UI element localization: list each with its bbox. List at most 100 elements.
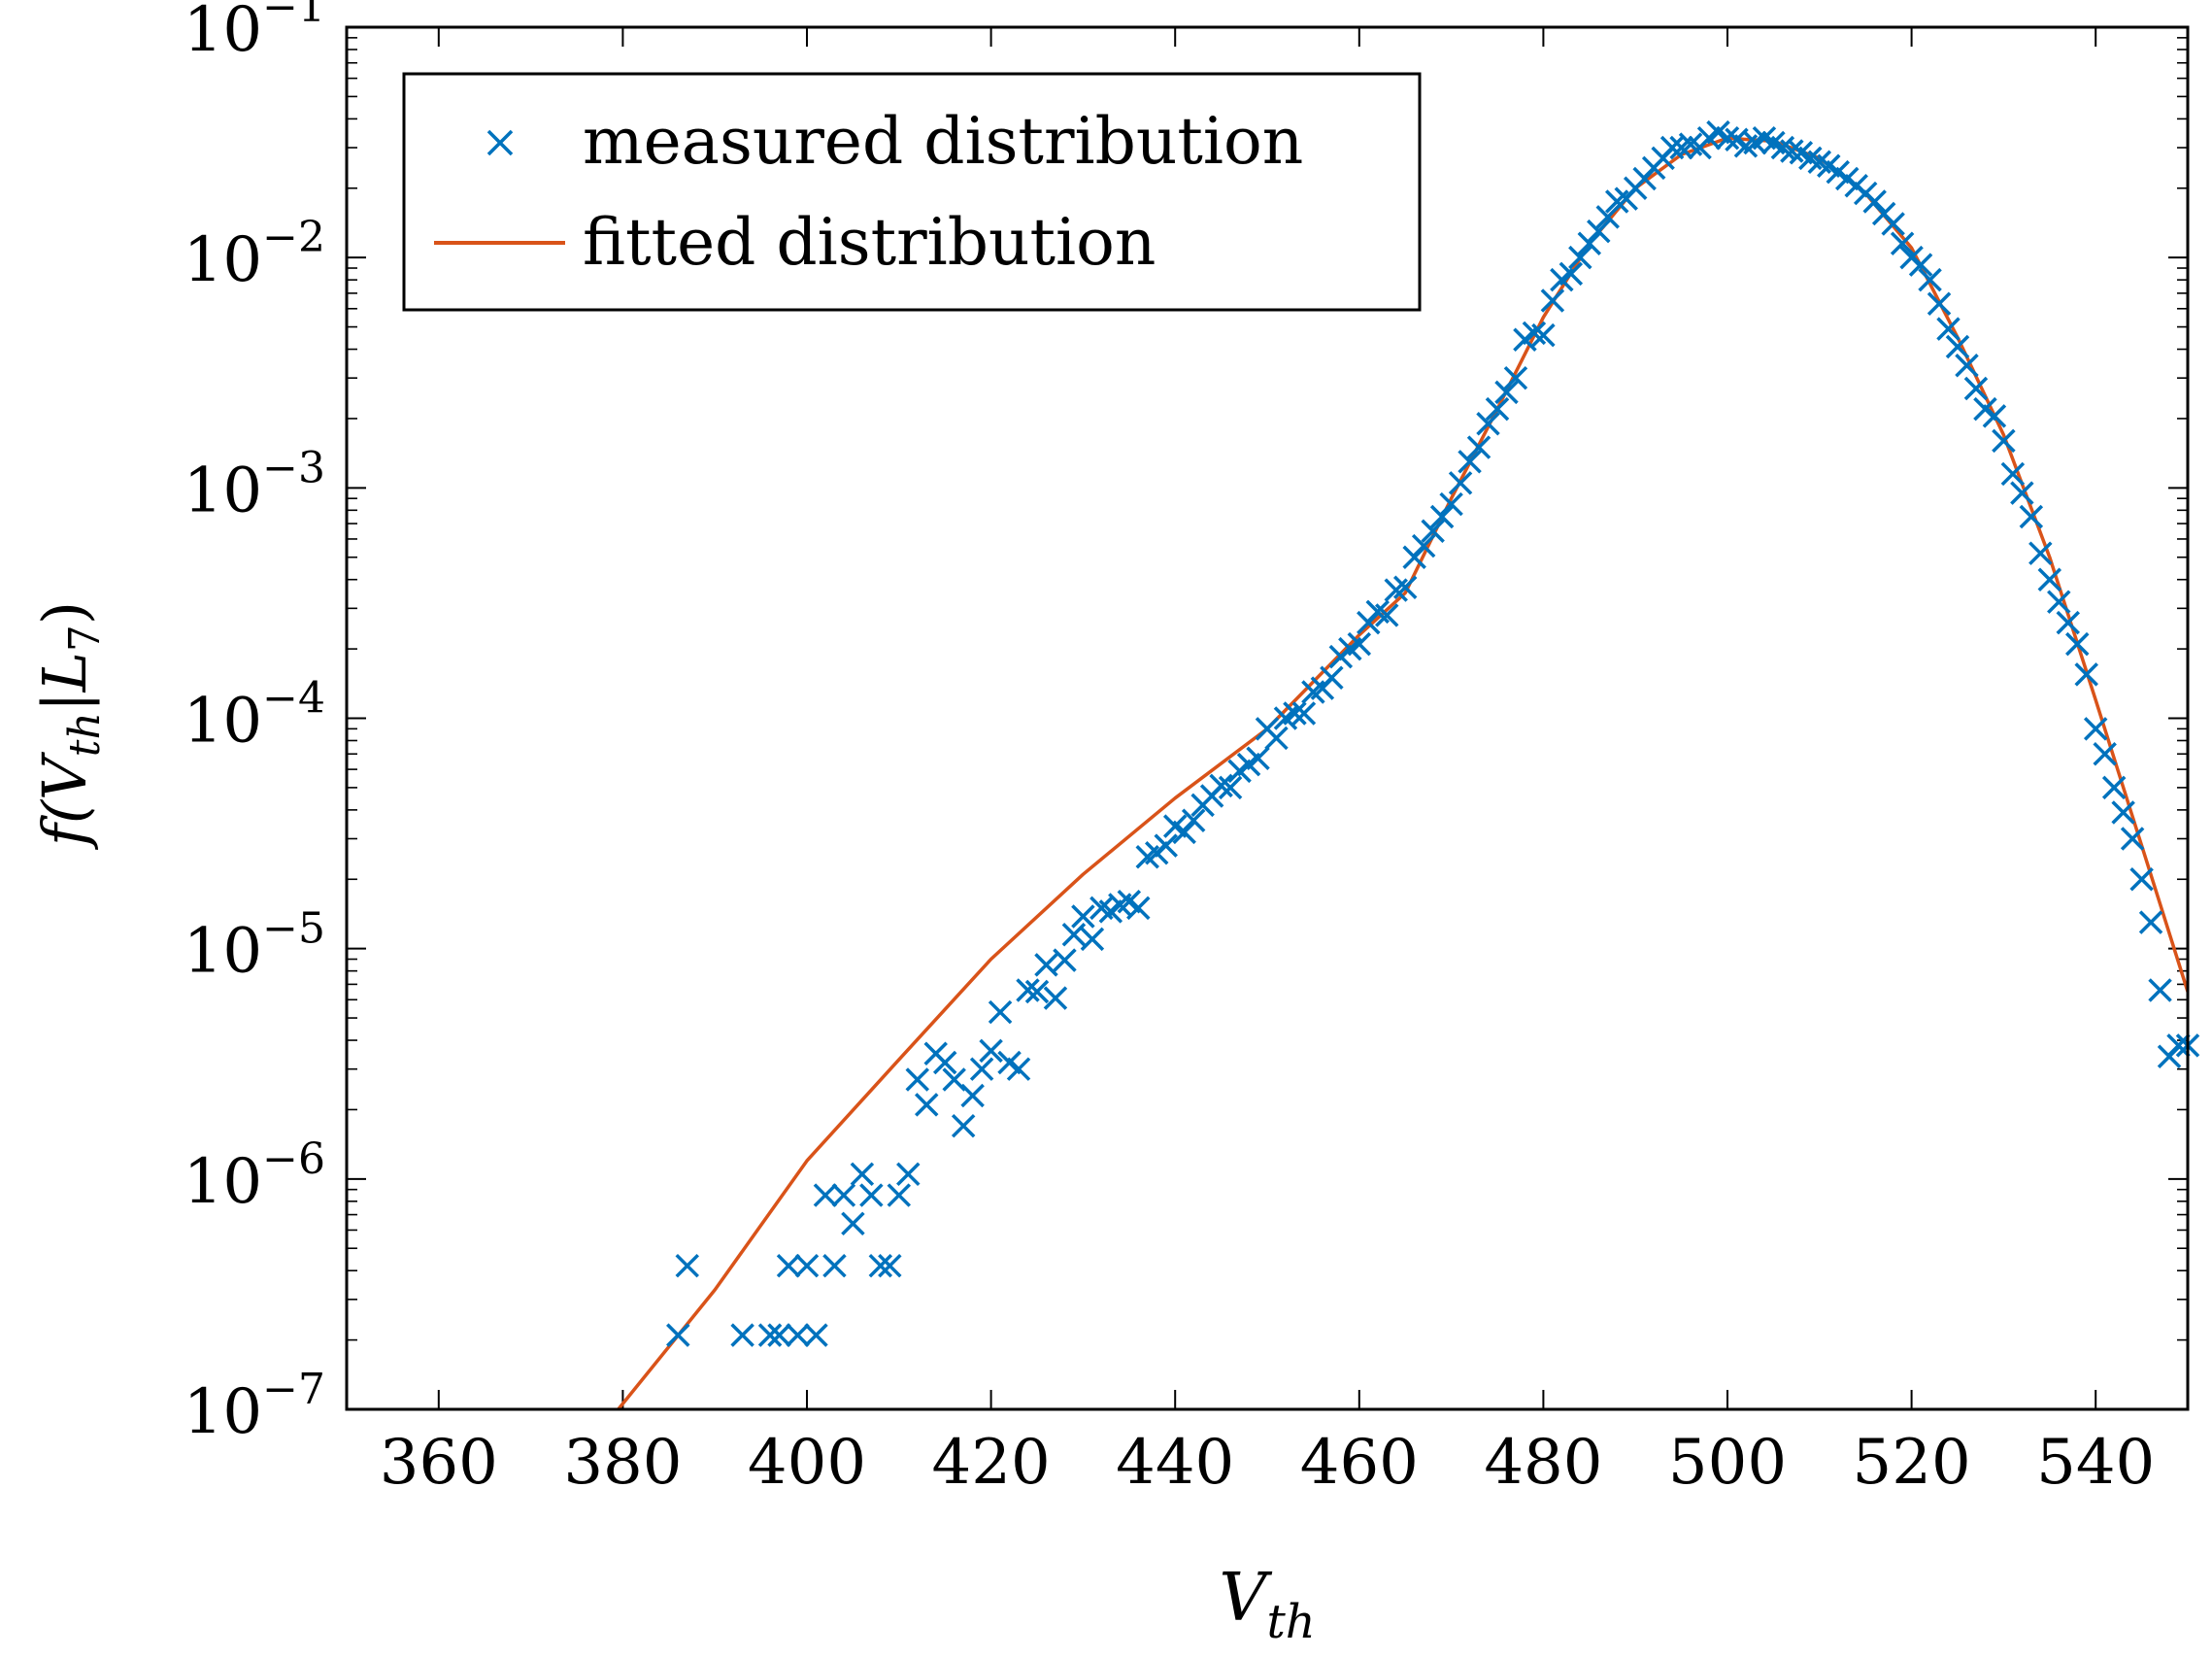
data-point-stroke <box>1659 135 1685 160</box>
data-point-stroke <box>1992 428 2016 454</box>
data-point <box>1982 404 2007 428</box>
legend: measured distribution fitted distributio… <box>402 72 1422 312</box>
data-point <box>1061 923 1087 947</box>
data-point-stroke <box>1927 291 1952 316</box>
data-point-stroke <box>1283 701 1307 726</box>
data-point-stroke <box>2120 827 2145 851</box>
y-tick-label-base: 10 <box>184 0 262 66</box>
data-point-stroke <box>960 1083 985 1108</box>
data-point-stroke <box>1126 896 1151 921</box>
data-point <box>1568 245 1592 270</box>
data-point-stroke <box>822 1253 847 1278</box>
data-point <box>1577 231 1602 256</box>
data-point-stroke <box>813 1183 838 1207</box>
data-point <box>1458 450 1482 474</box>
data-point <box>1283 701 1307 726</box>
data-point <box>1715 125 1740 151</box>
data-point <box>1890 231 1915 256</box>
data-point-stroke <box>1558 261 1584 287</box>
data-point-stroke <box>1034 953 1058 977</box>
y-tick-label: 10−3 <box>184 443 325 526</box>
data-point <box>786 1323 810 1347</box>
y-tick-label-base: 10 <box>184 686 262 758</box>
fitted-series <box>617 136 2188 1409</box>
legend-label-fitted: fitted distribution <box>583 205 1156 280</box>
data-point-stroke <box>1392 575 1418 599</box>
data-point <box>1522 321 1547 346</box>
data-point-stroke <box>730 1323 754 1347</box>
data-point <box>2138 910 2163 934</box>
data-point <box>1494 380 1519 405</box>
data-point-stroke <box>1466 435 1491 459</box>
data-point-stroke <box>887 1183 912 1207</box>
data-point-stroke <box>1522 321 1547 346</box>
data-point-stroke <box>2101 775 2127 800</box>
data-point <box>1659 135 1685 160</box>
data-point-stroke <box>2148 978 2172 1002</box>
data-point-stroke <box>1963 376 1989 401</box>
data-point-stroke <box>2138 910 2163 934</box>
data-point-stroke <box>786 1323 810 1347</box>
data-point-stroke <box>1531 322 1556 348</box>
data-point-stroke <box>1577 231 1602 256</box>
data-point <box>2056 610 2080 635</box>
y-tick-label: 10−2 <box>184 213 325 296</box>
data-point-stroke <box>2083 717 2108 741</box>
data-point-stroke <box>1264 726 1289 751</box>
y-tick-label-exponent: −2 <box>262 213 325 262</box>
x-tick-label: 540 <box>2036 1427 2155 1499</box>
data-point-stroke <box>997 1050 1022 1075</box>
data-point-stroke <box>1826 159 1850 185</box>
y-tick-label-base: 10 <box>184 455 262 526</box>
data-point-stroke <box>2129 867 2154 892</box>
data-point-stroke <box>2028 541 2053 565</box>
data-point <box>1264 726 1289 751</box>
data-point-stroke <box>896 1162 921 1187</box>
x-tick-label: 420 <box>932 1427 1051 1499</box>
data-point-stroke <box>1291 701 1317 726</box>
data-point-stroke <box>1807 150 1832 174</box>
data-point-stroke <box>1485 396 1510 422</box>
data-point <box>905 1067 929 1092</box>
data-point-stroke <box>2019 504 2044 529</box>
data-point-stroke <box>2037 567 2062 592</box>
data-point <box>1466 435 1491 459</box>
data-point-stroke <box>1890 231 1915 256</box>
data-point <box>1503 365 1528 390</box>
data-point <box>1531 322 1556 348</box>
data-point-stroke <box>1494 380 1519 405</box>
y-tick-label: 10−5 <box>184 904 325 988</box>
data-point-stroke <box>2056 610 2080 635</box>
data-point <box>2083 717 2108 741</box>
x-tick-label: 520 <box>1853 1427 1971 1499</box>
data-point-stroke <box>1503 365 1528 390</box>
data-point <box>969 1057 994 1081</box>
data-point <box>2037 567 2062 592</box>
data-point <box>841 1211 865 1236</box>
data-point-stroke <box>1080 927 1105 952</box>
y-tick-label-exponent: −4 <box>262 674 325 724</box>
data-point-stroke <box>1458 450 1482 474</box>
legend-box <box>402 72 1422 312</box>
data-point <box>2065 631 2090 657</box>
data-point <box>794 1253 820 1278</box>
x-tick-labels: 360 380 400 420 440 460 480 500 520 540 <box>380 1427 2156 1499</box>
data-point-stroke <box>1918 267 1942 292</box>
data-point-stroke <box>1715 125 1740 151</box>
data-point <box>1209 773 1233 798</box>
data-point <box>730 1323 754 1347</box>
data-point-stroke <box>905 1067 929 1092</box>
data-point-stroke <box>1955 354 1979 378</box>
data-point-stroke <box>1908 253 1933 277</box>
data-point-stroke <box>2093 742 2117 766</box>
data-point <box>1936 317 1961 341</box>
data-point <box>822 1253 847 1278</box>
data-point <box>2047 590 2071 614</box>
data-point-stroke <box>988 999 1013 1025</box>
data-point <box>915 1093 939 1117</box>
data-point <box>1347 631 1372 657</box>
data-point <box>813 1183 838 1207</box>
data-point <box>1595 205 1620 229</box>
data-point-stroke <box>1752 125 1777 151</box>
